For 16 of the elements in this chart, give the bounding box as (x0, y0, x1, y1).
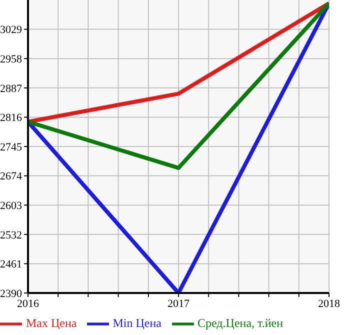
legend-label: Min Цена (112, 316, 162, 330)
legend-label: Сред.Цена, т.йен (198, 316, 284, 330)
x-tick-label: 2016 (17, 298, 40, 310)
y-tick-label: 2603 (0, 200, 22, 212)
y-tick-label: 2532 (0, 229, 22, 242)
y-tick-label: 2816 (0, 112, 22, 124)
y-tick-label: 2958 (0, 54, 22, 66)
y-tick-label: 2887 (0, 82, 22, 95)
y-tick-label: 2461 (0, 258, 22, 271)
y-tick-label: 2390 (0, 288, 22, 300)
x-tick-label: 2018 (318, 298, 340, 310)
x-tick-label: 2017 (168, 298, 190, 310)
legend-label: Max Цена (26, 316, 77, 330)
y-tick-label: 3029 (0, 24, 22, 36)
y-tick-label: 2674 (0, 170, 22, 183)
y-tick-label: 2745 (0, 141, 22, 154)
